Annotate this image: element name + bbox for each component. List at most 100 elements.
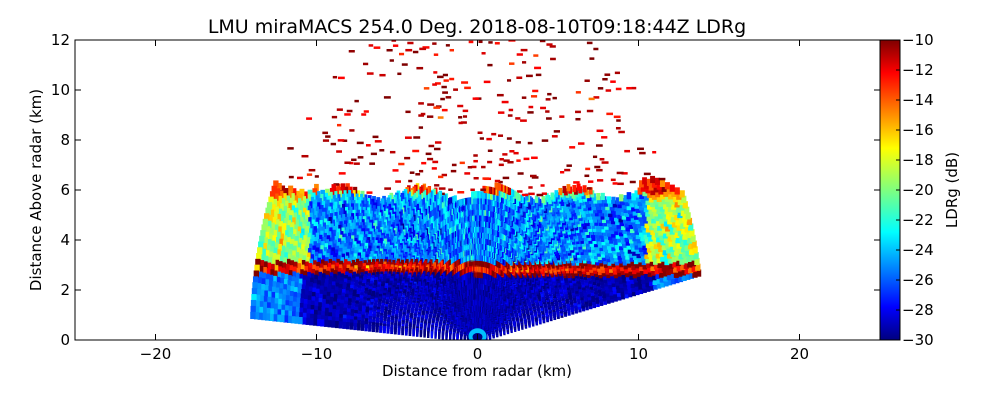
radar-cell	[674, 253, 680, 261]
radar-cell	[672, 195, 679, 203]
radar-cell	[688, 247, 695, 255]
radar-cell	[673, 248, 679, 256]
radar-cell	[665, 212, 671, 220]
speckle-echo	[637, 147, 644, 151]
radar-cell	[632, 266, 637, 275]
radar-cell	[562, 185, 567, 194]
speckle-echo	[599, 157, 605, 161]
radar-cell	[669, 244, 675, 252]
radar-cell	[667, 256, 673, 264]
speckle-echo	[498, 180, 503, 184]
radar-cell	[495, 188, 499, 196]
radar-cell	[687, 242, 694, 250]
radar-cell	[658, 199, 664, 207]
radar-cell	[582, 185, 587, 193]
speckle-echo	[615, 87, 622, 91]
radar-cell	[632, 219, 637, 227]
radar-cell	[625, 238, 630, 246]
radar-cell	[652, 220, 658, 229]
speckle-echo	[605, 89, 612, 92]
radar-cell	[615, 197, 621, 205]
speckle-echo	[379, 73, 386, 77]
radar-cell	[654, 246, 660, 254]
radar-cell	[637, 210, 642, 218]
radar-cell	[621, 271, 626, 279]
radar-cell	[684, 267, 690, 275]
speckle-echo	[516, 76, 523, 79]
radar-cell	[690, 234, 696, 243]
radar-cell	[678, 252, 684, 260]
plot-area	[75, 40, 880, 340]
speckle-echo	[616, 119, 621, 122]
speckle-echo	[477, 131, 483, 135]
radar-cell	[638, 282, 643, 290]
radar-cell	[613, 250, 618, 259]
radar-cell	[672, 260, 678, 268]
radar-cell	[648, 207, 654, 215]
radar-cell	[550, 192, 555, 200]
speckle-echo	[438, 175, 444, 179]
speckle-echo	[631, 86, 637, 90]
radar-cell	[626, 213, 631, 221]
radar-cell	[639, 218, 645, 226]
radar-cell	[657, 211, 663, 219]
radar-cell	[616, 221, 621, 229]
speckle-echo	[618, 130, 625, 134]
radar-cell	[637, 240, 643, 248]
radar-cell	[635, 231, 641, 240]
speckle-echo	[480, 188, 486, 192]
speckle-echo	[413, 136, 421, 139]
radar-cell	[674, 276, 680, 284]
radar-cell	[620, 288, 625, 296]
radar-cell	[665, 268, 671, 276]
speckle-echo	[386, 48, 393, 52]
speckle-echo	[516, 159, 521, 162]
speckle-echo	[449, 48, 455, 52]
speckle-echo	[545, 110, 550, 113]
radar-cell	[617, 239, 623, 247]
speckle-echo	[629, 180, 636, 184]
radar-cell	[664, 194, 670, 202]
radar-cell	[621, 236, 626, 245]
radar-cell	[659, 179, 665, 188]
radar-cell	[653, 262, 659, 270]
radar-cell	[629, 254, 634, 262]
radar-cell	[643, 247, 648, 255]
radar-cell	[617, 225, 623, 233]
radar-cell	[660, 259, 666, 267]
speckle-echo	[517, 172, 524, 175]
radar-cell	[671, 255, 677, 263]
radar-cell	[669, 197, 675, 205]
radar-cell	[646, 213, 652, 222]
radar-cell	[472, 196, 476, 205]
radar-cell	[494, 194, 498, 202]
speckle-echo	[389, 59, 394, 62]
radar-cell	[644, 275, 650, 283]
radar-cell	[646, 260, 651, 268]
speckle-echo	[601, 161, 609, 164]
speckle-echo	[427, 103, 435, 106]
speckle-echo	[541, 192, 547, 195]
speckle-echo	[437, 116, 444, 119]
radar-cell	[642, 242, 647, 251]
speckle-echo	[523, 157, 530, 161]
radar-cell	[673, 213, 680, 221]
radar-cell	[659, 233, 665, 241]
speckle-echo	[401, 63, 408, 66]
radar-cell	[688, 271, 694, 279]
radar-cell	[649, 211, 655, 219]
speckle-echo	[516, 190, 523, 193]
speckle-echo	[528, 105, 534, 109]
speckle-echo	[588, 180, 594, 183]
radar-cell	[634, 212, 639, 220]
radar-cell	[622, 279, 628, 287]
speckle-echo	[593, 47, 599, 51]
radar-cell	[626, 242, 631, 250]
radar-cell	[624, 220, 629, 228]
speckle-echo	[509, 150, 515, 153]
radar-cell	[682, 256, 688, 264]
radar-cell	[654, 213, 660, 222]
speckle-echo	[395, 180, 401, 183]
radar-cell	[588, 187, 593, 195]
speckle-echo	[589, 57, 595, 60]
